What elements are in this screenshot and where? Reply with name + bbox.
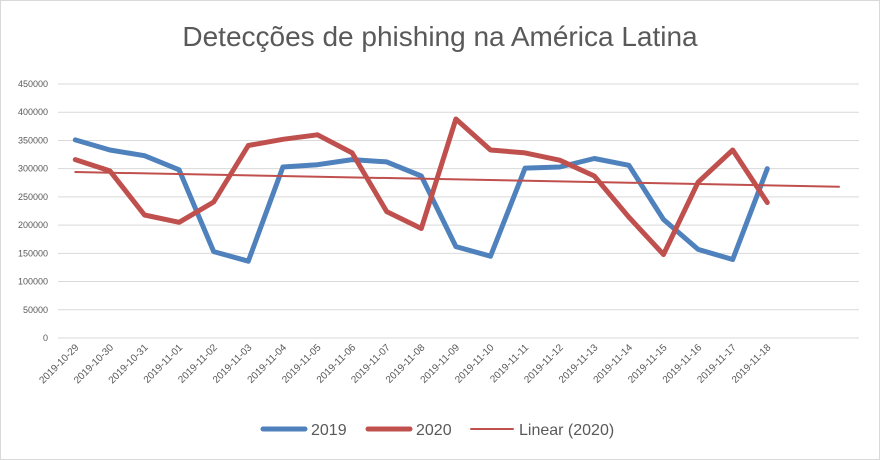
series-line-linear-2020 [74, 171, 840, 188]
legend: 2019 2020 Linear (2020) [260, 422, 614, 439]
y-tick-label: 450000 [18, 79, 48, 89]
series-line-2020 [72, 116, 770, 257]
legend-label: 2020 [416, 422, 452, 439]
chart-title: Detecções de phishing na América Latina [182, 21, 698, 52]
y-tick-label: 250000 [18, 192, 48, 202]
series-lines [72, 116, 840, 264]
y-tick-labels: 0 50000 100000 150000 200000 250000 300000 3500… [18, 79, 48, 343]
y-tick-label: 150000 [18, 248, 48, 258]
legend-label: Linear (2020) [519, 422, 614, 439]
y-tick-label: 50000 [23, 305, 48, 315]
y-tick-label: 300000 [18, 164, 48, 174]
y-tick-label: 0 [43, 333, 48, 343]
legend-label: 2019 [311, 422, 347, 439]
x-tick-labels: 2019-10-292019-10-302019-10-312019-11-01… [37, 342, 773, 386]
y-tick-label: 400000 [18, 107, 48, 117]
series-line-2019 [72, 137, 770, 264]
y-tick-label: 350000 [18, 135, 48, 145]
y-tick-label: 200000 [18, 220, 48, 230]
y-tick-label: 100000 [18, 277, 48, 287]
gridlines [58, 83, 859, 339]
